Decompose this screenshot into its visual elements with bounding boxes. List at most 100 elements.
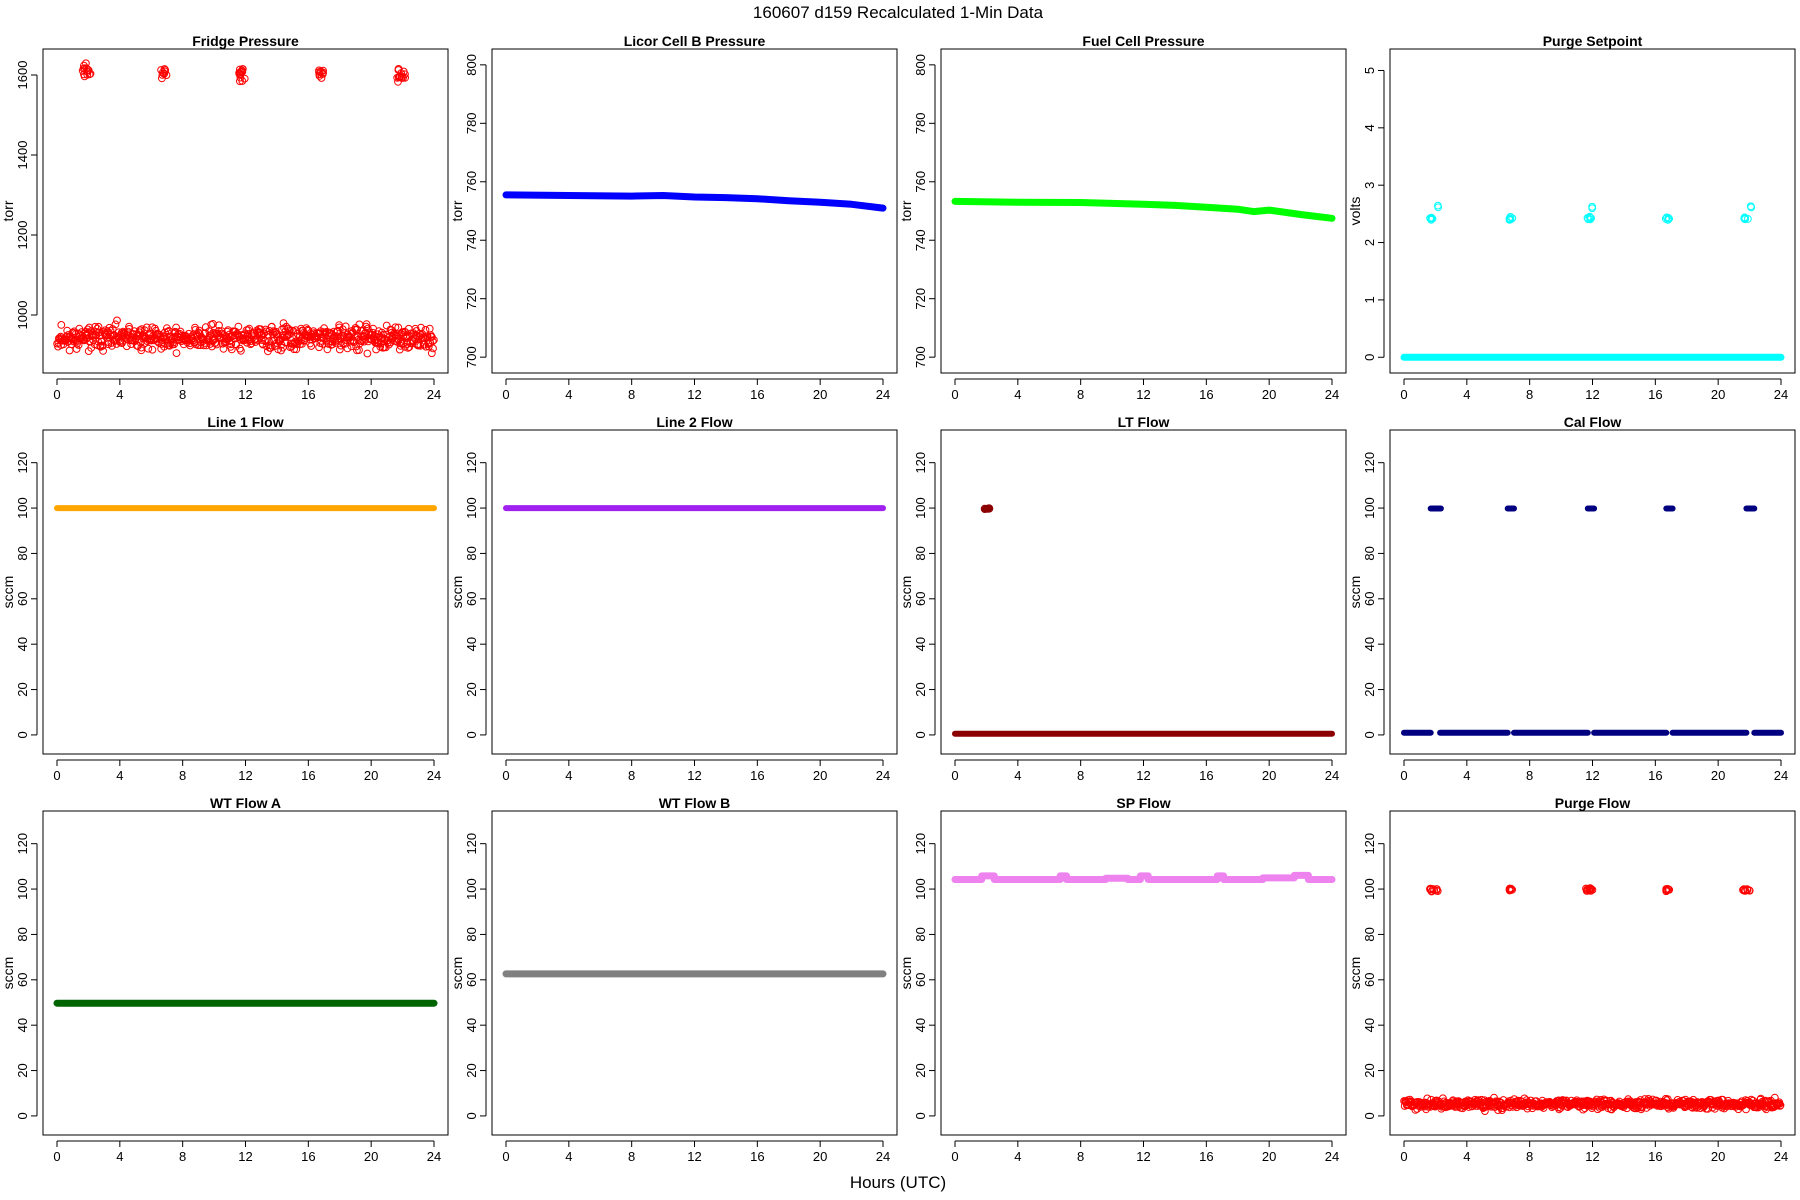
x-tick-label: 12: [687, 1149, 701, 1164]
y-tick-label: 100: [913, 497, 928, 519]
y-tick-label: 100: [464, 878, 479, 900]
data-point: [234, 322, 243, 331]
y-tick-label: 60: [15, 973, 30, 987]
data-point: [1583, 214, 1592, 222]
y-tick-label: 120: [15, 833, 30, 855]
x-tick-label: 0: [53, 1149, 60, 1164]
data-point: [163, 327, 172, 336]
y-tick-label: 5: [1362, 67, 1377, 74]
x-tick-label: 12: [1585, 1149, 1599, 1164]
plot-frame: [1389, 429, 1796, 755]
data-point: [353, 325, 362, 334]
y-tick-label: 120: [464, 833, 479, 855]
y-tick-label: 800: [464, 54, 479, 76]
y-tick-label: 120: [15, 452, 30, 474]
data-point: [246, 340, 255, 349]
y-tick-label: 760: [464, 171, 479, 193]
data-point: [93, 324, 102, 333]
data-point: [137, 346, 146, 355]
data-point: [323, 345, 332, 354]
y-axis-label: sccm: [0, 576, 16, 609]
x-tick-label: 0: [1400, 768, 1407, 783]
x-tick-label: 24: [427, 387, 441, 402]
x-tick-label: 8: [1526, 1149, 1533, 1164]
x-tick-label: 0: [951, 768, 958, 783]
panel-title: Fuel Cell Pressure: [1082, 33, 1204, 49]
x-tick-label: 24: [1325, 768, 1339, 783]
panel: LT Flow 0 4 8 12 16 20 24 0 20 40 60 80 100 120 sccm: [898, 414, 1347, 783]
x-tick-label: 16: [301, 768, 315, 783]
data-point: [110, 331, 118, 339]
x-tick-label: 12: [1136, 387, 1150, 402]
data-point: [328, 337, 337, 346]
data-point: [111, 320, 120, 329]
panel: WT Flow B 0 4 8 12 16 20 24 0 20 40 60 80 100 120 sccm: [449, 795, 898, 1164]
data-point: [394, 77, 402, 86]
x-tick-label: 4: [1463, 387, 1470, 402]
x-tick-label: 8: [179, 768, 186, 783]
data-point: [341, 322, 350, 331]
data-point: [227, 340, 236, 349]
y-tick-label: 80: [15, 546, 30, 560]
panel: Purge Flow 0 4 8 12 16 20 24 0 20 40 60 80 100 120 sccm: [1347, 795, 1796, 1164]
data-point: [161, 66, 170, 74]
y-tick-label: 60: [913, 592, 928, 606]
x-tick-label: 0: [502, 387, 509, 402]
panel: Fridge Pressure 0 4 8 12 16 20 24 1000 1200 1400 16…: [0, 33, 449, 402]
data-point: [427, 349, 436, 358]
data-point: [1587, 214, 1595, 223]
panel-title: Line 1 Flow: [207, 414, 283, 430]
y-tick-label: 700: [913, 346, 928, 368]
figure-title: 160607 d159 Recalculated 1-Min Data: [753, 3, 1044, 22]
y-tick-label: 20: [15, 682, 30, 696]
data-point: [1427, 213, 1436, 222]
y-axis-label: sccm: [1347, 576, 1363, 609]
y-tick-label: 80: [15, 927, 30, 941]
x-tick-label: 20: [1262, 768, 1276, 783]
x-tick-label: 8: [179, 387, 186, 402]
y-tick-label: 720: [464, 288, 479, 310]
x-tick-label: 16: [1648, 768, 1662, 783]
data-point: [348, 328, 357, 337]
data-point: [399, 67, 408, 76]
y-axis-label: sccm: [898, 957, 914, 990]
y-tick-label: 20: [464, 682, 479, 696]
data-point: [99, 347, 107, 355]
x-tick-label: 4: [116, 1149, 123, 1164]
data-point: [240, 74, 249, 83]
x-tick-label: 4: [116, 387, 123, 402]
x-tick-label: 4: [1463, 768, 1470, 783]
x-tick-label: 0: [951, 387, 958, 402]
data-point: [1506, 213, 1515, 221]
y-tick-label: 740: [464, 229, 479, 251]
plot-frame: [491, 429, 898, 755]
panel: Licor Cell B Pressure 0 4 8 12 16 20 24 700 720 74…: [449, 33, 898, 402]
y-tick-label: 720: [913, 288, 928, 310]
y-tick-label: 100: [1362, 497, 1377, 519]
data-point: [1664, 216, 1672, 224]
x-tick-label: 16: [1648, 1149, 1662, 1164]
y-tick-label: 1: [1362, 296, 1377, 303]
y-axis-label: sccm: [898, 576, 914, 609]
x-tick-label: 12: [1136, 768, 1150, 783]
data-layer: [951, 197, 1336, 222]
data-point: [424, 342, 433, 351]
x-tick-label: 8: [179, 1149, 186, 1164]
data-point: [343, 344, 352, 353]
data-point: [83, 70, 92, 79]
data-layer: [951, 871, 1336, 883]
x-tick-label: 24: [876, 387, 890, 402]
x-tick-label: 8: [1077, 1149, 1084, 1164]
x-tick-label: 16: [1648, 387, 1662, 402]
y-axis-label: torr: [0, 200, 16, 221]
x-tick-label: 8: [1077, 768, 1084, 783]
x-tick-label: 8: [628, 768, 635, 783]
plot-frame: [940, 48, 1347, 374]
x-tick-label: 12: [687, 768, 701, 783]
data-point: [82, 59, 90, 68]
x-tick-label: 20: [364, 1149, 378, 1164]
x-tick-label: 24: [876, 1149, 890, 1164]
x-tick-label: 12: [1585, 387, 1599, 402]
